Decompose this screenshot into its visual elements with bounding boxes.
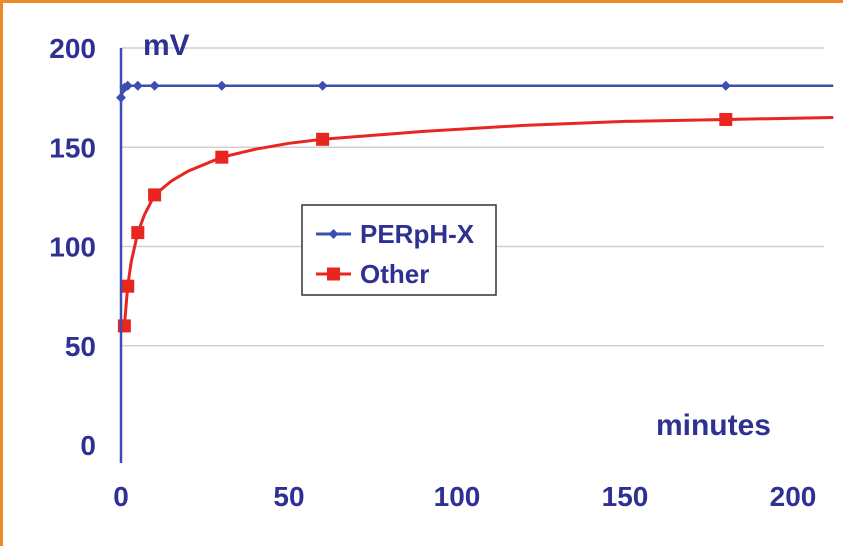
x-tick-label-200: 200 — [770, 481, 817, 512]
y-tick-label-100: 100 — [49, 232, 96, 263]
y-tick-label-50: 50 — [65, 331, 96, 362]
series-0-point-6 — [317, 80, 328, 91]
series-0-point-5 — [216, 80, 227, 91]
legend-label-1: Other — [360, 259, 429, 289]
x-tick-label-100: 100 — [434, 481, 481, 512]
y-tick-label-150: 150 — [49, 132, 96, 163]
series-0-point-7 — [720, 80, 731, 91]
series-1-point-3 — [148, 188, 162, 202]
x-tick-label-150: 150 — [602, 481, 649, 512]
series-1-point-4 — [215, 150, 229, 164]
legend-marker-0 — [328, 229, 339, 239]
y-axis-label: mV — [143, 29, 190, 62]
x-tick-label-50: 50 — [273, 481, 304, 512]
legend-marker-1 — [327, 267, 340, 281]
series-0-point-4 — [149, 80, 160, 91]
line-chart: 0 50 100 150 200 0 50 100 150 200 mV minutes PERpH-X… — [49, 29, 834, 512]
series-0-point-3 — [132, 80, 143, 91]
x-axis-label: minutes — [656, 409, 771, 442]
legend-label-0: PERpH-X — [360, 219, 475, 249]
y-tick-label-200: 200 — [49, 33, 96, 64]
y-tick-label-0: 0 — [80, 430, 96, 461]
series-0-point-2 — [122, 80, 133, 91]
series-1-point-2 — [131, 226, 145, 240]
x-tick-label-0: 0 — [113, 481, 129, 512]
legend: PERpH-X Other — [301, 204, 497, 296]
series-1-point-6 — [719, 112, 733, 126]
series-1-point-1 — [121, 279, 135, 293]
series-1-point-5 — [316, 132, 330, 146]
